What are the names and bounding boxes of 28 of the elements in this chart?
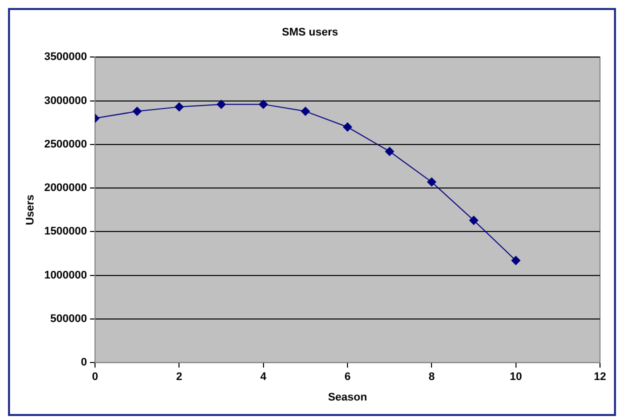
x-tick-label: 2	[176, 371, 182, 384]
point	[343, 122, 352, 132]
y-tick-label: 2500000	[44, 138, 88, 150]
chart-title: SMS users	[282, 26, 338, 39]
point	[216, 100, 226, 109]
x-axis-title: Season	[328, 391, 368, 404]
point	[511, 256, 520, 266]
x-tick-label: 8	[428, 371, 435, 384]
y-tick-label: 0	[80, 356, 88, 369]
y-tick-label: 1500000	[44, 226, 88, 238]
y-tick-label: 1000000	[44, 269, 88, 282]
point	[427, 177, 436, 186]
y-tick-label: 2000000	[44, 182, 88, 194]
x-tick-label: 0	[92, 371, 98, 384]
point	[469, 216, 478, 225]
point	[385, 146, 394, 156]
x-tick-label: 12	[594, 371, 606, 384]
point	[300, 106, 310, 116]
point	[174, 102, 184, 112]
y-tick-label: 500000	[50, 313, 88, 326]
point	[132, 106, 142, 116]
y-axis-title: Users	[24, 194, 37, 226]
y-tick-label: 3000000	[44, 94, 88, 107]
x-tick-label: 6	[344, 371, 351, 384]
point	[258, 100, 268, 109]
y-tick-label: 3500000	[44, 51, 88, 64]
x-tick-label: 10	[510, 371, 522, 384]
x-tick-label: 4	[260, 371, 268, 384]
